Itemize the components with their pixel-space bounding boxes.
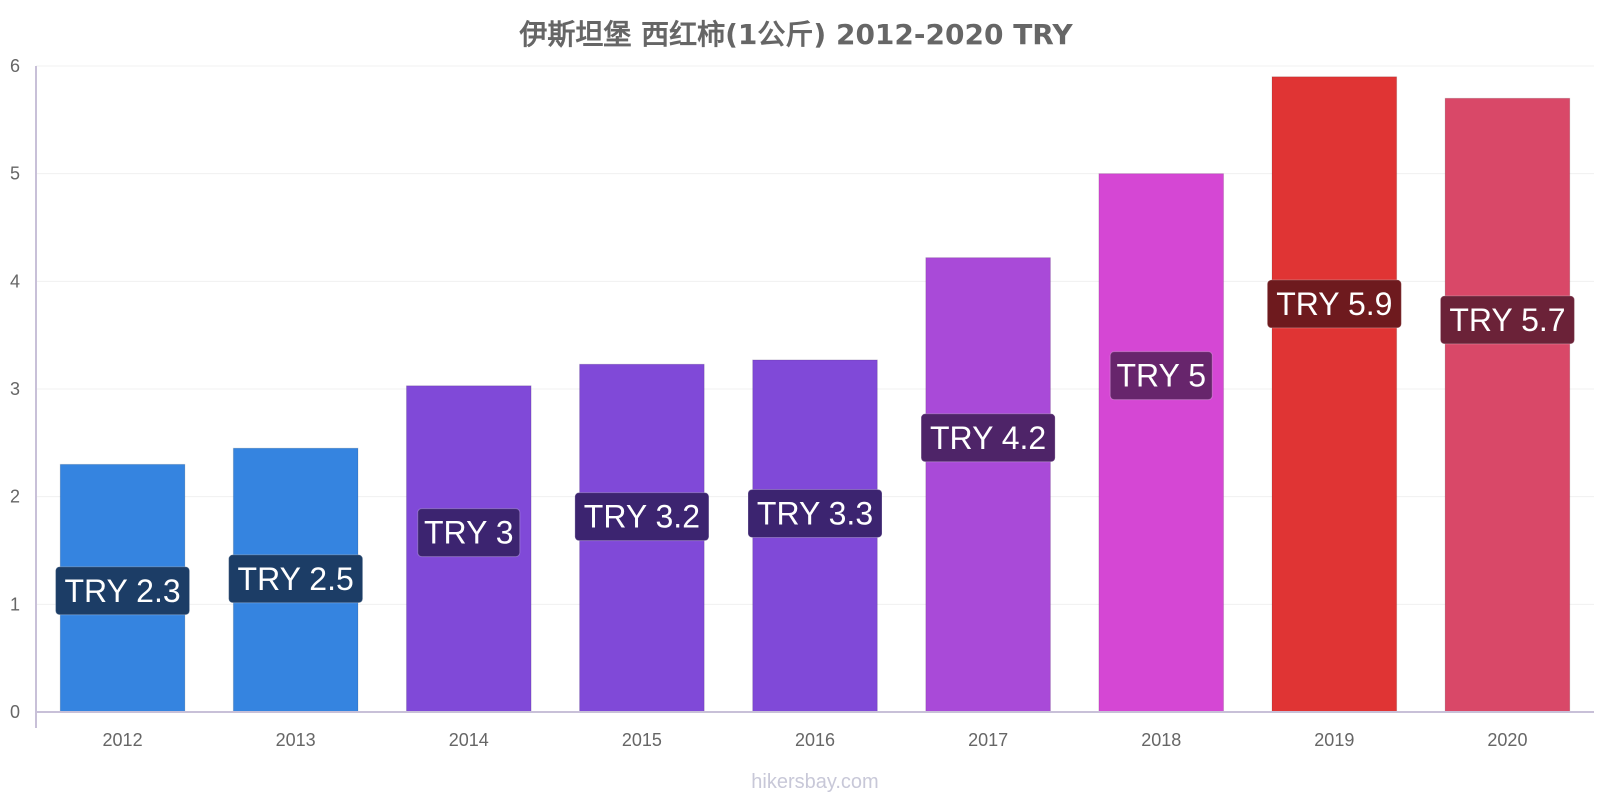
data-label-box xyxy=(1109,351,1213,401)
data-labels: TRY 2.3 TRY 2.5 TRY 3 TRY 3.2 TRY 3.3 TRY 4.2… xyxy=(55,279,1575,616)
chart-title: 伊斯坦堡 西红柿(1公斤) 2012-2020 TRY xyxy=(518,18,1073,51)
x-tick-label: 2013 xyxy=(276,730,316,750)
bar xyxy=(925,257,1051,713)
x-tick-label: 2018 xyxy=(1141,730,1181,750)
data-label-box xyxy=(55,566,191,616)
data-label-box xyxy=(1439,295,1575,345)
y-tick-label: 2 xyxy=(10,487,20,507)
x-tick-label: 2019 xyxy=(1314,730,1354,750)
y-tick-label: 1 xyxy=(10,594,20,614)
data-label: TRY 2.5 xyxy=(238,561,354,597)
bar xyxy=(1098,173,1225,713)
x-tick-label: 2015 xyxy=(622,730,662,750)
data-label-box xyxy=(417,508,521,558)
bar xyxy=(1271,76,1398,713)
y-tick-label: 6 xyxy=(10,56,20,76)
data-label: TRY 5.9 xyxy=(1276,286,1392,322)
data-label: TRY 3.3 xyxy=(757,495,873,531)
x-tick-label: 2012 xyxy=(103,730,143,750)
data-label: TRY 3 xyxy=(424,515,514,551)
y-tick-label: 0 xyxy=(10,702,20,722)
y-axis-ticks: 0 1 2 3 4 5 6 xyxy=(10,56,20,722)
data-label-box xyxy=(1266,279,1402,329)
data-label-box xyxy=(228,554,364,604)
x-tick-label: 2014 xyxy=(449,730,489,750)
data-label: TRY 2.3 xyxy=(64,573,180,609)
y-tick-label: 5 xyxy=(10,164,20,184)
data-label: TRY 3.2 xyxy=(584,499,700,535)
x-axis-ticks: 2012 2013 2014 2015 2016 2017 2018 2019 2020 xyxy=(103,730,1528,750)
data-label-box xyxy=(574,492,710,542)
y-tick-label: 3 xyxy=(10,379,20,399)
data-label: TRY 5 xyxy=(1116,358,1206,394)
bars xyxy=(59,76,1571,713)
bar xyxy=(1444,97,1571,713)
data-label-box xyxy=(920,413,1056,463)
x-tick-label: 2017 xyxy=(968,730,1008,750)
data-label: TRY 4.2 xyxy=(930,420,1046,456)
x-tick-label: 2016 xyxy=(795,730,835,750)
data-label: TRY 5.7 xyxy=(1449,302,1565,338)
y-tick-label: 4 xyxy=(10,271,20,291)
watermark: hikersbay.com xyxy=(751,771,878,793)
data-label-box xyxy=(747,488,883,538)
x-tick-label: 2020 xyxy=(1487,730,1527,750)
